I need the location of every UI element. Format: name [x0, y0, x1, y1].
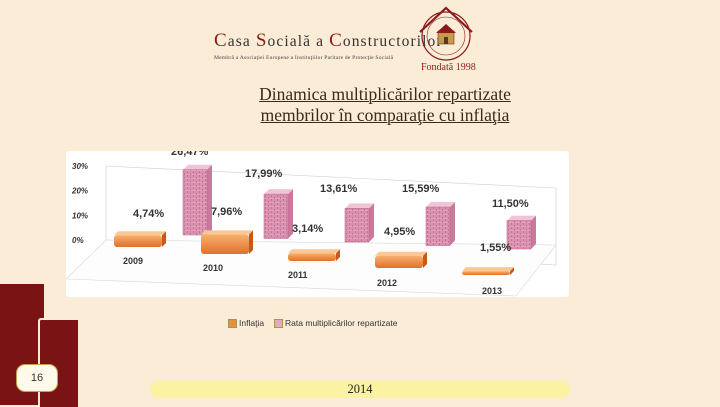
- bar-inflation: [288, 253, 336, 261]
- slide-title-line: membrilor în comparaţie cu inflaţia: [260, 105, 510, 125]
- y-tick-label: 10%: [72, 211, 88, 220]
- data-label-inflation: 3,14%: [292, 223, 323, 235]
- chart-frame: 0% 10% 20% 30% 4,74% 7,96% 3,14% 4,95% 1,55% 26,4…: [66, 151, 569, 297]
- bar-multiplier: [263, 193, 289, 239]
- legend-item-multiplier: Rata multiplicărilor repartizate: [274, 318, 397, 328]
- legend-swatch: [228, 318, 237, 328]
- logo: Casa Socială a Constructorilor Membră a …: [214, 30, 442, 61]
- logo-word: ocială a: [267, 33, 330, 50]
- data-label-multiplier: 17,99%: [245, 168, 283, 180]
- logo-name: Casa Socială a Constructorilor: [214, 30, 442, 52]
- bar-inflation: [201, 234, 249, 254]
- page-number: 16: [16, 364, 58, 392]
- legend-swatch: [274, 318, 284, 328]
- logo-subtitle: Membră a Asociaţiei Europene a Instituţi…: [214, 55, 394, 61]
- bar-multiplier-top: [507, 215, 536, 221]
- x-tick-label: 2012: [377, 278, 397, 288]
- bar-multiplier: [425, 206, 451, 246]
- bar-inflation-side: [510, 267, 514, 275]
- slide-title-line: Dinamica multiplicărilor repartizate: [259, 84, 511, 104]
- bar-inflation-top: [114, 231, 166, 236]
- bar-inflation-side: [423, 251, 427, 268]
- bar-multiplier-side: [288, 189, 293, 239]
- bar-multiplier-top: [264, 189, 293, 195]
- data-label-inflation: 7,96%: [211, 206, 242, 218]
- x-tick-label: 2009: [123, 256, 143, 266]
- bar-multiplier-top: [426, 202, 455, 208]
- bar-multiplier: [344, 208, 370, 243]
- bar-inflation-side: [336, 249, 340, 261]
- x-tick-label: 2011: [288, 270, 308, 280]
- logo-word: asa: [227, 33, 256, 50]
- logo-initial: C: [214, 30, 228, 51]
- bar-multiplier-side: [450, 202, 455, 246]
- bar-multiplier-top: [345, 203, 374, 209]
- data-label-multiplier: 26,47%: [171, 151, 209, 158]
- bar-multiplier-side: [369, 203, 374, 242]
- slide-title: Dinamica multiplicărilor repartizate mem…: [0, 84, 720, 126]
- bar-multiplier-side: [531, 215, 536, 249]
- data-label-multiplier: 11,50%: [492, 198, 529, 210]
- bar-inflation: [114, 235, 162, 247]
- y-tick-label: 20%: [71, 187, 88, 196]
- bar-inflation: [375, 255, 423, 268]
- legend-label: Inflaţia: [239, 318, 265, 328]
- legend-item-inflation: Inflaţia: [228, 318, 264, 328]
- data-label-multiplier: 13,61%: [320, 183, 358, 195]
- bar-inflation-top: [288, 249, 340, 254]
- bar-inflation-top: [201, 230, 253, 235]
- data-label-inflation: 4,74%: [133, 208, 164, 220]
- bar-multiplier: [182, 169, 208, 236]
- footer-year: 2014: [150, 381, 570, 398]
- logo-word: onstructorilor: [342, 33, 443, 50]
- bar-inflation-top: [375, 251, 427, 256]
- founded-year: Fondată 1998: [421, 62, 476, 73]
- house-seal-icon: [419, 6, 473, 61]
- chart-floor: [66, 239, 557, 297]
- bar-inflation-top: [462, 267, 514, 272]
- logo-initial: S: [255, 30, 268, 51]
- data-label-multiplier: 15,59%: [402, 183, 440, 195]
- y-tick-label: 30%: [72, 162, 88, 171]
- legend-label: Rata multiplicărilor repartizate: [285, 318, 398, 328]
- y-tick-label: 0%: [72, 236, 84, 245]
- data-label-inflation: 1,55%: [480, 242, 511, 254]
- bar-multiplier-side: [207, 164, 212, 235]
- data-label-inflation: 4,95%: [384, 226, 415, 238]
- bar-inflation-side: [249, 230, 253, 254]
- chart-legend: Inflaţia Rata multiplicărilor repartizat…: [228, 318, 397, 328]
- decorative-left-bar: [38, 318, 78, 407]
- x-tick-label: 2013: [482, 286, 502, 296]
- bar-inflation-side: [162, 231, 166, 247]
- bar-chart: 0% 10% 20% 30% 4,74% 7,96% 3,14% 4,95% 1,55% 26,4…: [66, 151, 557, 297]
- bar-inflation: [462, 271, 510, 275]
- bar-multiplier-top: [183, 164, 212, 170]
- bar-multiplier: [506, 220, 532, 250]
- logo-initial: C: [329, 30, 343, 51]
- x-tick-label: 2010: [203, 263, 223, 273]
